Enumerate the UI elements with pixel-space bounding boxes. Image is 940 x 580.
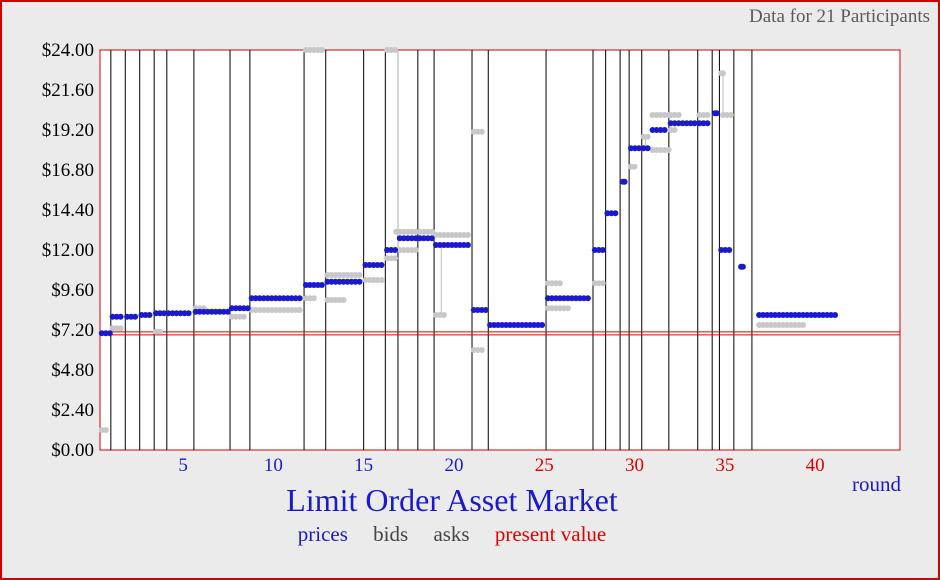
x-tick-label: 15	[354, 455, 373, 476]
ask-point	[464, 232, 471, 238]
bid-point	[340, 297, 347, 303]
price-point	[428, 235, 435, 242]
y-tick-label: $24.00	[42, 40, 94, 61]
legend-prices: prices	[297, 522, 348, 546]
price-point	[635, 145, 642, 152]
y-tick-label: $19.20	[42, 120, 94, 141]
price-point	[392, 247, 399, 253]
price-point	[726, 247, 733, 253]
price-point	[318, 282, 325, 288]
ask-point	[556, 280, 563, 287]
bid-point	[392, 255, 399, 262]
y-tick-label: $9.60	[51, 280, 94, 301]
legend-present-value: present value	[494, 522, 607, 546]
price-point	[739, 263, 746, 270]
price-point	[224, 308, 231, 315]
ask-point	[117, 325, 124, 332]
ask-point	[392, 47, 399, 53]
x-axis-label: round	[852, 472, 901, 496]
price-point	[612, 210, 619, 217]
price-point	[356, 278, 363, 285]
chart-legend: prices bids asks present value	[2, 522, 902, 547]
price-point	[661, 127, 668, 133]
ask-point	[644, 133, 651, 140]
y-tick-label: $2.40	[51, 400, 94, 421]
price-point	[691, 120, 698, 127]
price-point	[146, 312, 153, 318]
price-point	[599, 247, 606, 253]
plot-background	[99, 49, 901, 451]
ask-point	[728, 112, 734, 118]
ask-point	[720, 70, 726, 77]
x-tick-label: 10	[264, 455, 283, 476]
bid-point	[102, 427, 109, 433]
y-tick-label: $0.00	[51, 440, 94, 461]
price-point	[482, 307, 489, 313]
y-tick-label: $14.40	[42, 200, 94, 221]
ask-point	[704, 112, 711, 118]
x-tick-label: 35	[715, 455, 734, 476]
y-tick-label: $21.60	[42, 80, 94, 101]
x-tick-label: 25	[535, 455, 554, 476]
participants-count: Data for 21 Participants	[749, 6, 930, 27]
x-tick-label: 20	[444, 455, 463, 476]
y-tick-label: $16.80	[42, 160, 94, 181]
bid-point	[564, 305, 571, 312]
chart-title: Limit Order Asset Market	[286, 482, 618, 518]
bid-point	[412, 247, 419, 253]
bid-point	[440, 312, 447, 318]
bid-point	[240, 313, 247, 320]
bid-point	[800, 322, 807, 328]
price-point	[132, 313, 139, 320]
price-point	[117, 313, 124, 320]
price-point	[584, 295, 591, 302]
ask-point	[675, 112, 682, 118]
price-point	[539, 322, 546, 328]
price-point	[713, 110, 720, 117]
legend-bids: bids	[373, 522, 409, 546]
price-point	[185, 310, 192, 317]
price-point	[244, 305, 251, 312]
bid-point	[478, 347, 485, 353]
bid-point	[296, 307, 303, 313]
bid-point	[378, 277, 385, 283]
bid-point	[599, 280, 606, 287]
price-point	[464, 242, 471, 248]
price-point	[621, 178, 628, 185]
price-point	[296, 295, 303, 302]
legend-asks: asks	[433, 522, 470, 546]
x-tick-label: 30	[625, 455, 644, 476]
price-point	[106, 330, 113, 337]
bid-point	[631, 163, 638, 170]
price-point	[378, 262, 385, 268]
ask-point	[478, 128, 485, 135]
bid-point	[671, 127, 678, 133]
price-point	[161, 310, 167, 317]
x-tick-label: 40	[806, 455, 825, 476]
bid-point	[665, 147, 672, 153]
ask-point	[356, 272, 363, 278]
y-tick-label: $12.00	[42, 240, 94, 261]
bid-point	[310, 295, 317, 302]
price-point	[832, 312, 839, 318]
price-point	[704, 120, 711, 127]
y-tick-label: $4.80	[51, 360, 94, 381]
bid-point	[157, 328, 163, 335]
ask-point	[318, 47, 325, 53]
price-point	[644, 145, 651, 152]
x-tick-label: 5	[178, 455, 188, 476]
y-tick-label: $7.20	[51, 320, 94, 341]
